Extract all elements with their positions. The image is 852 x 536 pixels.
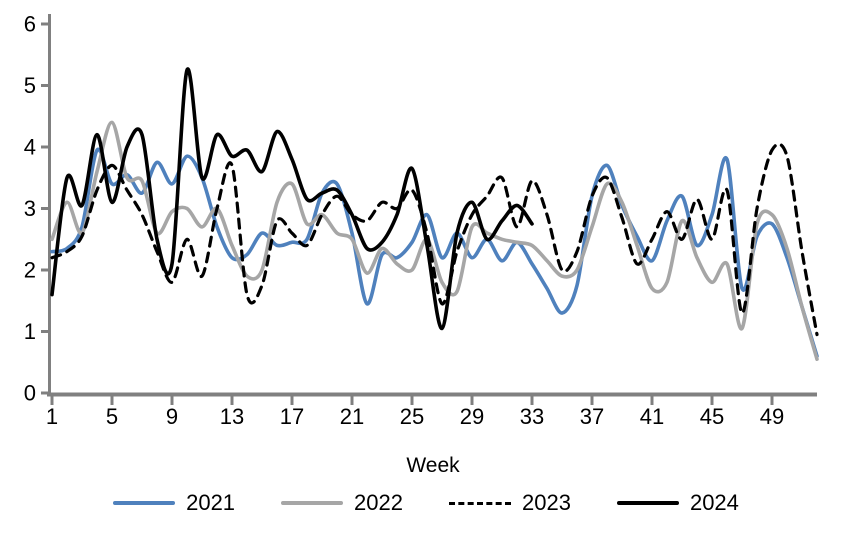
legend-label-2023: 2023 — [522, 490, 571, 515]
y-tick-label: 2 — [24, 258, 36, 283]
x-tick-label: 17 — [280, 404, 304, 429]
legend-line-sample-2024 — [616, 501, 679, 505]
y-tick-label: 6 — [24, 12, 36, 37]
x-tick-label: 5 — [106, 404, 118, 429]
x-tick-label: 21 — [340, 404, 364, 429]
legend-item-2023: 2023 — [449, 490, 571, 516]
legend-item-2021: 2021 — [113, 490, 235, 516]
legend-line-sample-2023 — [449, 501, 511, 505]
legend-item-2024: 2024 — [616, 490, 739, 516]
series-line-2023 — [50, 142, 819, 337]
y-tick-label: 3 — [24, 196, 36, 221]
legend-label-2021: 2021 — [186, 490, 236, 515]
x-tick-label: 49 — [760, 404, 784, 429]
x-tick-label: 13 — [220, 404, 244, 429]
legend-label-2022: 2022 — [354, 490, 403, 515]
legend-item-2022: 2022 — [281, 490, 403, 516]
legend: 2021 2022 2023 2024 — [0, 490, 852, 516]
series-line-2024 — [50, 67, 534, 331]
y-tick-label: 4 — [24, 135, 36, 160]
legend-line-sample-2022 — [281, 501, 344, 505]
x-tick-label: 1 — [46, 404, 58, 429]
x-tick-label: 45 — [700, 404, 724, 429]
x-tick-label: 41 — [640, 404, 664, 429]
x-tick-label: 37 — [580, 404, 604, 429]
y-tick-label: 0 — [24, 381, 36, 406]
x-tick-label: 25 — [400, 404, 424, 429]
legend-label-2024: 2024 — [689, 490, 739, 515]
y-tick-label: 5 — [24, 73, 36, 98]
y-tick-label: 1 — [24, 319, 36, 344]
series-line-2022 — [50, 120, 819, 361]
x-tick-label: 33 — [520, 404, 544, 429]
x-axis-title: Week — [406, 454, 460, 477]
x-tick-label: 29 — [460, 404, 484, 429]
legend-line-sample-2021 — [113, 501, 176, 505]
x-tick-label: 9 — [166, 404, 178, 429]
